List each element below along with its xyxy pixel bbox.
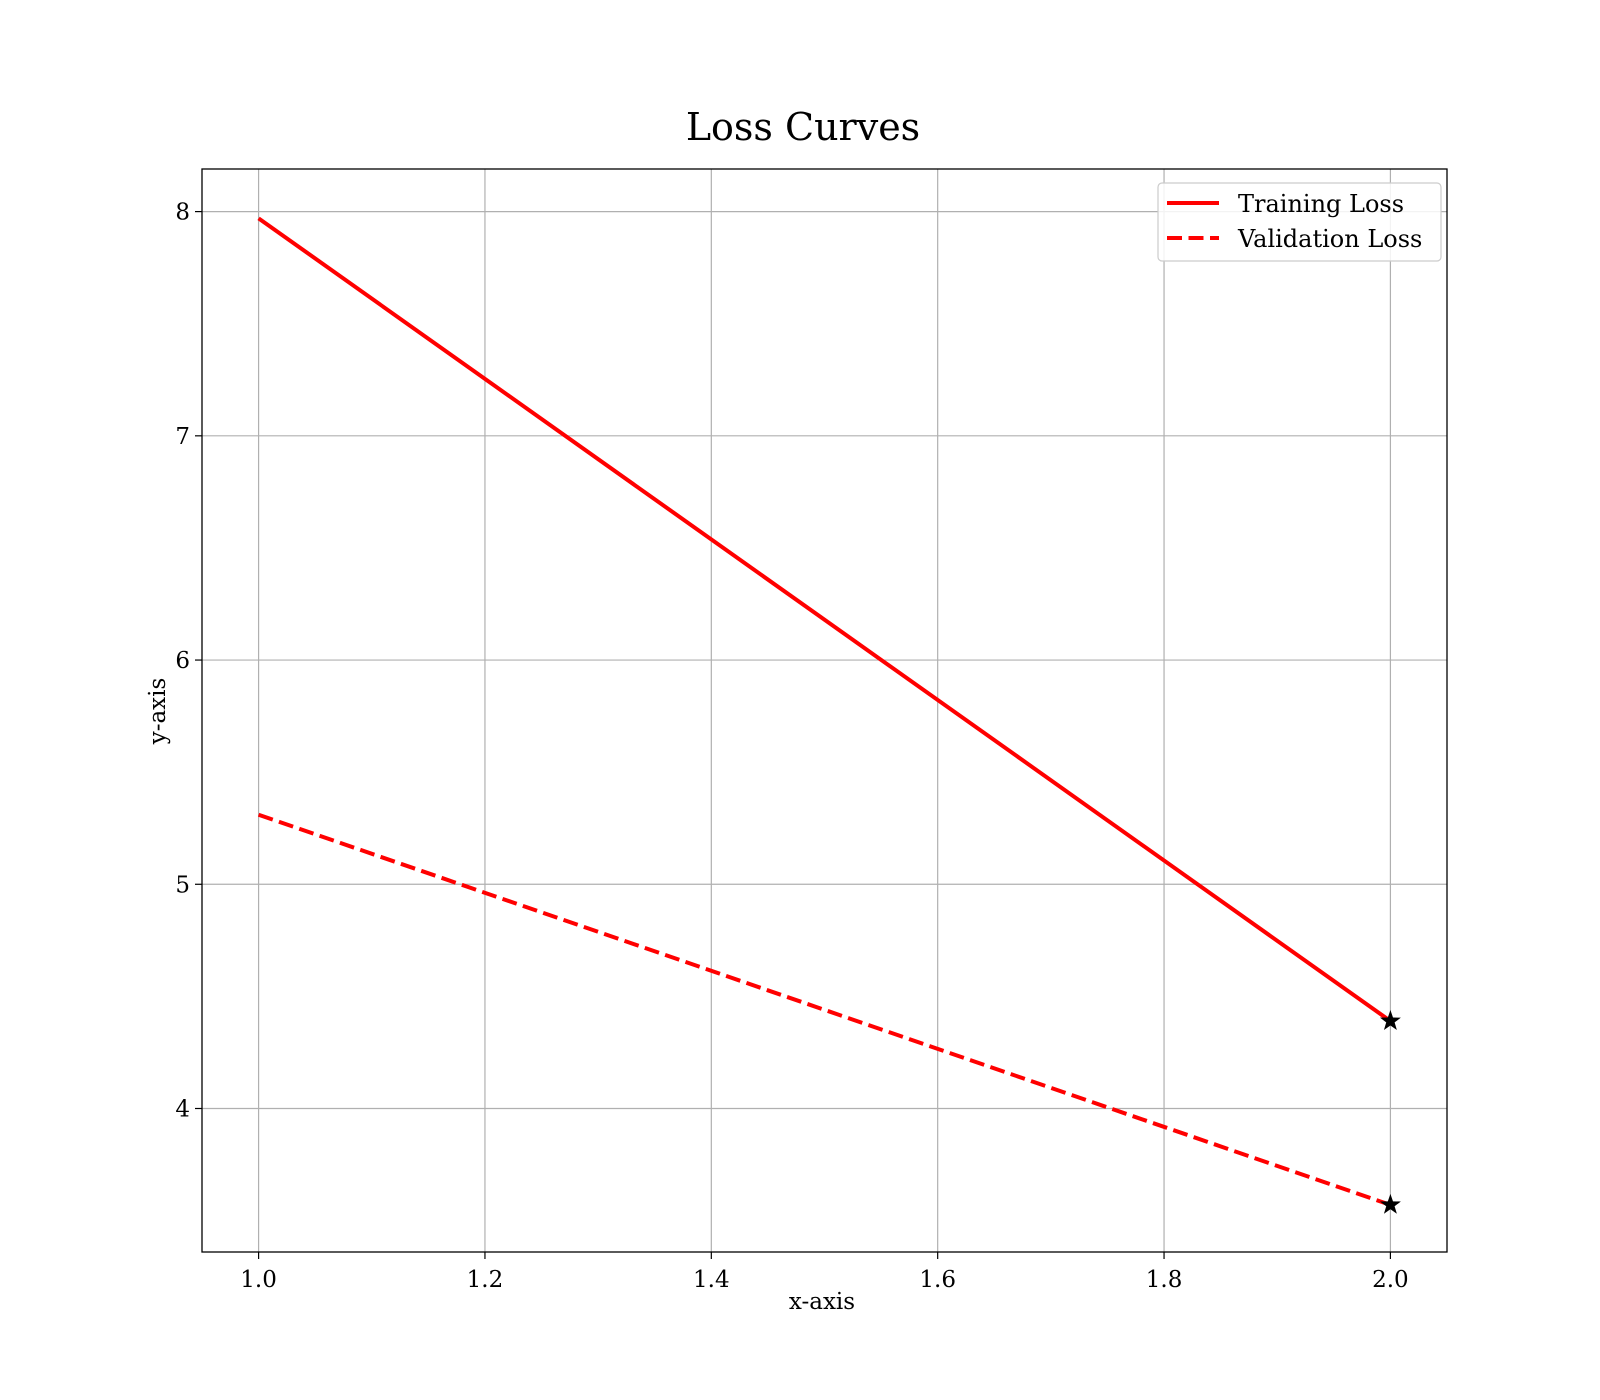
validation-loss-line bbox=[257, 812, 1392, 1207]
y-tick-label: 8 bbox=[175, 200, 190, 226]
series-layer bbox=[257, 216, 1401, 1214]
y-tick-label: 7 bbox=[175, 424, 190, 450]
legend: Training Loss Validation Loss bbox=[1157, 182, 1442, 262]
y-tick-label: 4 bbox=[175, 1096, 190, 1122]
x-tick-label: 1.2 bbox=[467, 1267, 504, 1293]
x-tick-label: 2.0 bbox=[1372, 1267, 1409, 1293]
training-loss-line bbox=[257, 216, 1392, 1023]
x-tick-label: 1.4 bbox=[693, 1267, 730, 1293]
x-tick-label: 1.8 bbox=[1146, 1267, 1183, 1293]
axis-ticks: 1.0 1.2 1.4 1.6 1.8 2.0 4 5 6 7 8 bbox=[175, 200, 1408, 1293]
legend-label-training: Training Loss bbox=[1238, 190, 1404, 218]
plot-frame bbox=[201, 168, 1448, 1253]
legend-box bbox=[1157, 182, 1442, 262]
x-axis-label: x-axis bbox=[789, 1289, 855, 1315]
training-loss-end-marker bbox=[1379, 1010, 1401, 1030]
x-tick-label: 1.0 bbox=[240, 1267, 277, 1293]
y-axis-label: y-axis bbox=[145, 678, 171, 746]
legend-label-validation: Validation Loss bbox=[1237, 225, 1422, 253]
validation-loss-end-marker bbox=[1379, 1193, 1401, 1214]
y-tick-label: 5 bbox=[175, 872, 190, 898]
x-tick-label: 1.6 bbox=[919, 1267, 956, 1293]
chart-title: Loss Curves bbox=[686, 105, 920, 149]
y-tick-label: 6 bbox=[175, 648, 190, 674]
grid-lines bbox=[202, 169, 1447, 1252]
